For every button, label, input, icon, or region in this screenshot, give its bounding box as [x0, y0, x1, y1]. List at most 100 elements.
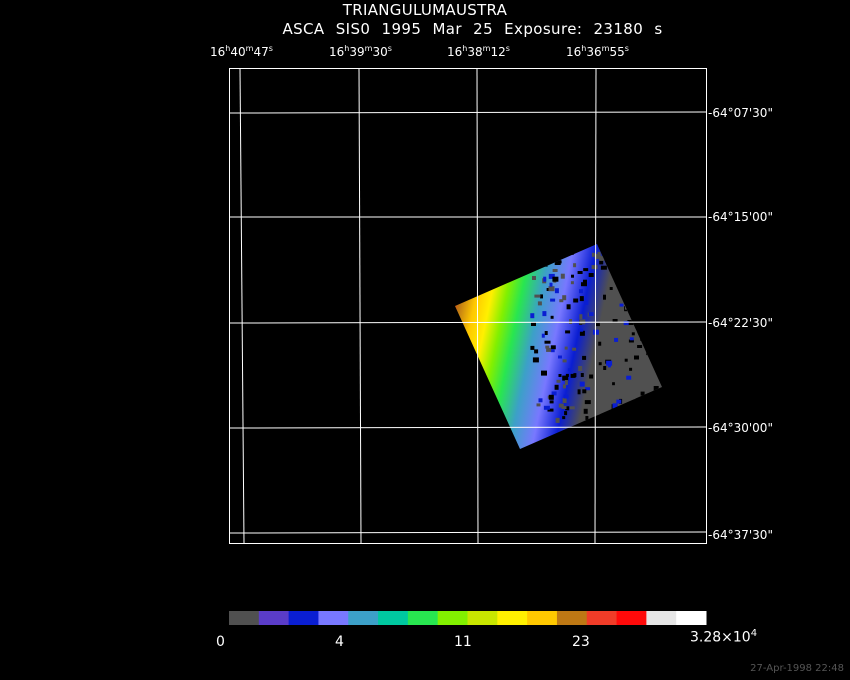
image-pixel: [561, 406, 567, 409]
ra-label-4: 16h36m55s: [566, 44, 629, 59]
image-pixel: [565, 330, 571, 334]
image-pixel: [609, 287, 613, 290]
image-pixel: [667, 251, 670, 255]
colorbar-swatch: [497, 611, 528, 625]
image-pixel: [559, 299, 564, 303]
image-pixel: [569, 319, 573, 324]
image-pixel: [544, 340, 551, 344]
image-pixel: [629, 337, 634, 341]
image-pixel: [652, 335, 656, 340]
image-pixel: [571, 439, 577, 443]
image-pixel: [562, 295, 567, 301]
ra-label-1: 16h40m47s: [210, 44, 273, 59]
image-pixel: [579, 314, 583, 320]
image-pixel: [665, 252, 669, 256]
image-pixel: [654, 318, 658, 322]
colorbar-swatch: [378, 611, 409, 625]
image-pixel: [651, 336, 656, 340]
image-pixel: [537, 301, 542, 306]
image-pixel: [583, 408, 588, 414]
image-pixel: [669, 335, 675, 339]
image-pixel: [595, 323, 600, 327]
image-pixel: [572, 347, 577, 351]
image-pixel: [658, 283, 662, 288]
image-pixel: [662, 411, 666, 414]
observation-subtitle: ASCA SIS0 1995 Mar 25 Exposure: 23180 s: [282, 20, 663, 38]
image-pixel: [532, 357, 539, 363]
image-pixel: [541, 261, 548, 267]
image-pixel: [543, 276, 547, 282]
colorbar-swatch: [437, 611, 468, 625]
image-pixel: [668, 303, 671, 308]
image-pixel: [652, 414, 657, 420]
image-pixel: [612, 403, 618, 409]
image-pixel: [568, 442, 573, 446]
colorbar-swatch: [229, 611, 260, 625]
image-pixel: [562, 359, 567, 363]
image-pixel: [623, 291, 630, 296]
image-pixel: [577, 271, 583, 274]
image-pixel: [538, 398, 543, 403]
image-pixel: [640, 391, 645, 396]
image-pixel: [565, 406, 570, 411]
image-pixel: [621, 288, 628, 294]
dec-label-3: -64°22'30": [708, 316, 773, 330]
image-pixel: [555, 260, 562, 264]
ra-label-3: 16h38m12s: [447, 44, 510, 59]
image-pixel: [625, 304, 631, 310]
image-pixel: [603, 334, 607, 340]
image-pixel: [544, 253, 548, 259]
image-pixel: [569, 406, 575, 410]
image-pixel: [629, 252, 632, 256]
image-pixel: [649, 355, 655, 359]
image-pixel: [664, 315, 668, 319]
image-pixel: [615, 273, 620, 278]
image-pixel: [650, 411, 654, 415]
colorbar-label-max: 3.28×104: [690, 628, 758, 646]
image-pixel: [653, 336, 656, 339]
image-pixel: [612, 382, 617, 386]
image-pixel: [562, 416, 566, 420]
image-pixel: [547, 408, 554, 412]
image-pixel: [643, 397, 650, 403]
image-pixel: [563, 394, 569, 399]
image-pixel: [663, 311, 669, 315]
image-pixel: [597, 413, 601, 417]
sky-image-plot: [229, 67, 707, 544]
image-pixel: [659, 340, 662, 344]
image-pixel: [656, 410, 660, 415]
image-pixel: [605, 260, 610, 264]
image-pixel: [603, 294, 606, 300]
image-pixel: [578, 328, 584, 332]
image-pixel: [666, 435, 672, 440]
image-pixel: [588, 273, 594, 277]
image-pixel: [547, 253, 554, 256]
plot-frame: [229, 68, 707, 544]
image-pixel: [636, 291, 641, 297]
colorbar-swatch: [318, 611, 349, 625]
image-pixel: [584, 299, 589, 305]
image-pixel: [542, 311, 547, 317]
image-pixel: [591, 252, 595, 257]
image-pixel: [598, 332, 603, 337]
image-pixel: [562, 384, 566, 389]
image-pixel: [614, 337, 619, 342]
image-pixel: [607, 254, 612, 259]
image-pixel: [649, 427, 656, 433]
image-pixel: [629, 442, 635, 447]
image-pixel: [583, 279, 587, 283]
image-pixel: [657, 357, 662, 361]
colorbar-swatch: [676, 611, 707, 625]
image-pixel: [541, 333, 545, 338]
dec-label-4: -64°30'00": [708, 421, 773, 435]
image-pixel: [551, 391, 557, 396]
coordinate-grid: [229, 67, 707, 544]
image-pixel: [619, 303, 624, 307]
image-pixel: [668, 399, 674, 404]
image-pixel: [626, 273, 632, 278]
image-pixel: [624, 358, 628, 362]
image-pixel: [622, 264, 626, 269]
image-pixel: [548, 286, 555, 292]
image-pixel: [630, 329, 637, 335]
image-pixel: [649, 351, 656, 355]
